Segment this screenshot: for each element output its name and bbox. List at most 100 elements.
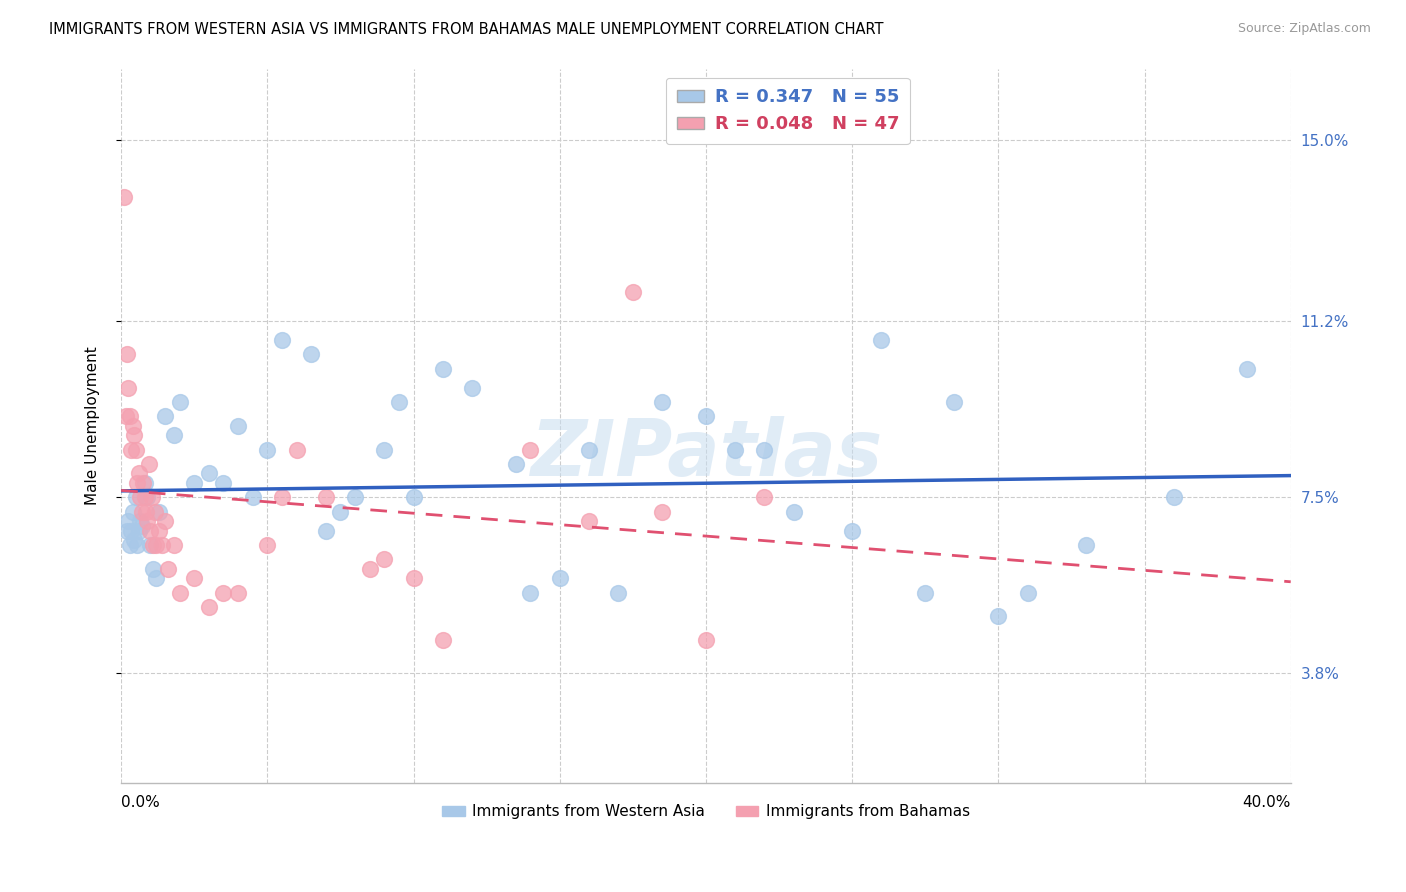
Point [145,571,167,585]
Text: 0.0%: 0.0% [121,795,160,810]
Text: 40.0%: 40.0% [1243,795,1291,810]
Point [226,418,249,433]
Point [163,428,186,442]
Point [987,609,1010,624]
Point [118,538,141,552]
Point [134,490,156,504]
Point [136,490,159,504]
Point [127,475,149,490]
Point [132,475,155,490]
Point [695,633,717,648]
Point [402,490,425,504]
Point [169,585,191,599]
Point [148,524,170,538]
Point [578,442,600,457]
Point [131,518,153,533]
Point [163,538,186,552]
Point [115,524,138,538]
Point [212,585,235,599]
Point [754,490,776,504]
Point [285,442,308,457]
Point [139,524,162,538]
Point [548,571,571,585]
Point [212,475,235,490]
Point [139,538,162,552]
Point [329,504,352,518]
Point [128,524,150,538]
Point [256,442,278,457]
Point [124,533,146,547]
Point [117,381,139,395]
Point [432,633,454,648]
Point [129,490,152,504]
Point [142,562,165,576]
Text: ZIPatlas: ZIPatlas [530,417,882,492]
Point [121,418,143,433]
Point [125,490,148,504]
Point [578,514,600,528]
Point [461,381,484,395]
Point [607,585,630,599]
Point [183,475,205,490]
Point [943,395,966,409]
Point [651,395,673,409]
Point [143,504,166,518]
Point [724,442,747,457]
Point [120,442,142,457]
Point [519,585,541,599]
Point [432,361,454,376]
Point [125,442,148,457]
Point [134,475,156,490]
Point [135,504,157,518]
Point [198,599,221,614]
Point [754,442,776,457]
Point [117,514,139,528]
Point [256,538,278,552]
Point [359,562,381,576]
Point [914,585,936,599]
Point [138,457,160,471]
Point [841,524,863,538]
Point [226,585,249,599]
Point [1074,538,1097,552]
Point [1163,490,1185,504]
Point [315,524,337,538]
Point [145,538,167,552]
Point [141,490,163,504]
Point [271,490,294,504]
Legend: Immigrants from Western Asia, Immigrants from Bahamas: Immigrants from Western Asia, Immigrants… [436,798,976,825]
Point [112,190,135,204]
Point [131,504,153,518]
Point [1017,585,1039,599]
Point [373,442,395,457]
Point [121,504,143,518]
Point [870,333,893,347]
Point [1236,361,1258,376]
Point [115,347,138,361]
Point [782,504,804,518]
Point [148,504,170,518]
Point [156,562,179,576]
Point [118,409,141,424]
Point [373,552,395,566]
Point [198,467,221,481]
Point [388,395,411,409]
Point [169,395,191,409]
Point [505,457,527,471]
Point [127,538,149,552]
Point [315,490,337,504]
Point [621,285,644,300]
Y-axis label: Male Unemployment: Male Unemployment [86,346,100,505]
Point [114,409,136,424]
Point [242,490,264,504]
Point [271,333,294,347]
Point [519,442,541,457]
Point [153,514,176,528]
Point [651,504,673,518]
Point [344,490,367,504]
Point [150,538,173,552]
Point [402,571,425,585]
Point [128,467,150,481]
Point [120,524,142,538]
Point [153,409,176,424]
